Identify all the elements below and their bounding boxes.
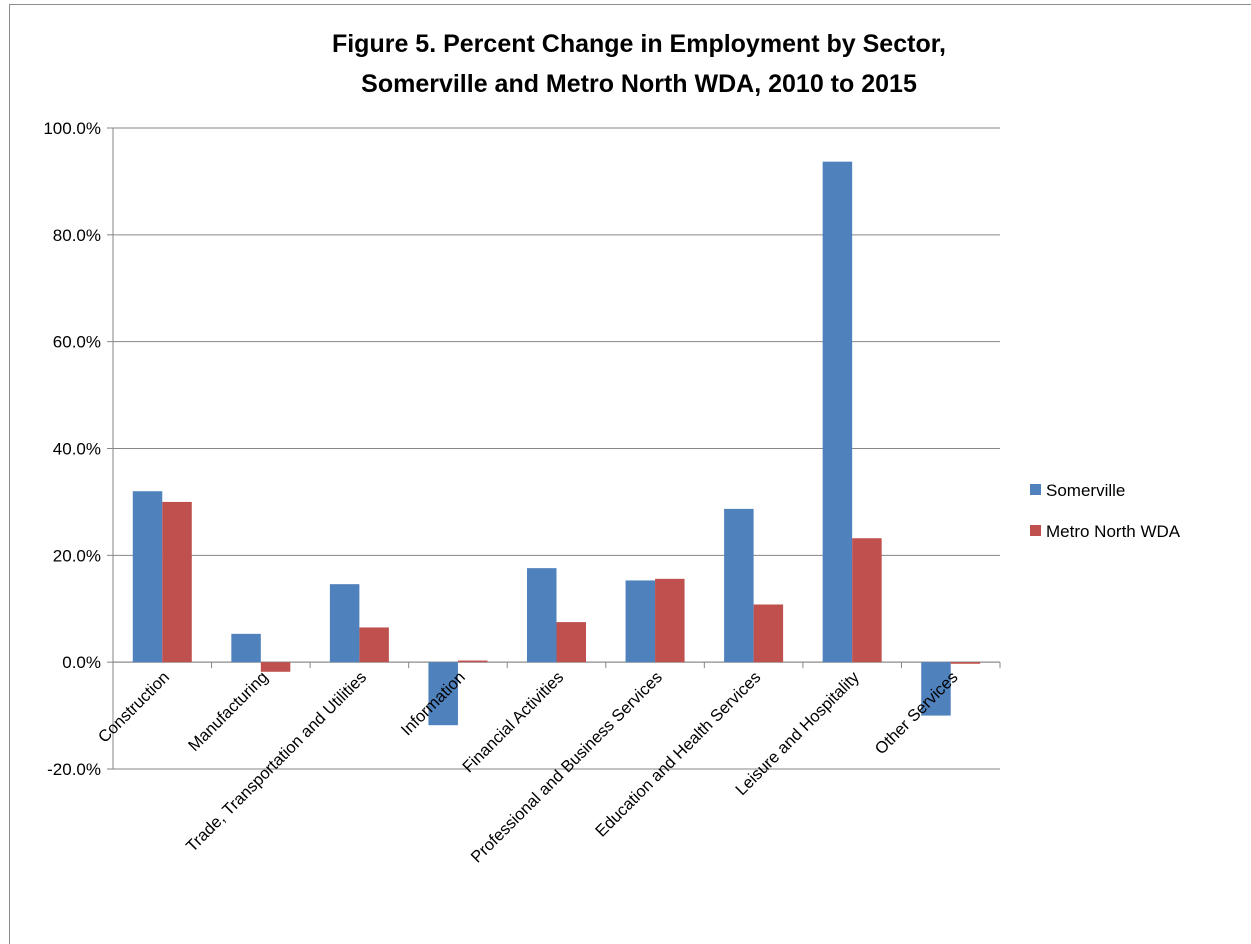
- x-category-label: Professional and Business Services: [468, 668, 666, 866]
- chart-title-line-2: Somerville and Metro North WDA, 2010 to …: [361, 70, 917, 98]
- bar-somerville: [527, 568, 557, 663]
- bar-somerville: [428, 662, 458, 726]
- bar-metro-north-wda: [753, 604, 784, 663]
- bar-metro-north-wda: [655, 578, 685, 663]
- x-category-label: Education and Health Services: [592, 668, 764, 840]
- y-tick-label: -20.0%: [47, 760, 101, 779]
- bar-metro-north-wda: [457, 660, 488, 663]
- x-category-label: Financial Activities: [459, 668, 567, 776]
- bar-somerville: [724, 508, 754, 663]
- bar-metro-north-wda: [556, 622, 586, 663]
- bar-metro-north-wda: [162, 501, 192, 663]
- legend: Somerville Metro North WDA: [1030, 481, 1181, 541]
- bar-somerville: [822, 161, 853, 663]
- legend-label: Somerville: [1046, 481, 1125, 500]
- bar-metro-north-wda: [950, 662, 981, 664]
- bar-somerville: [231, 633, 261, 663]
- chart-title-line-1: Figure 5. Percent Change in Employment b…: [332, 30, 946, 58]
- y-tick-label: 100.0%: [43, 119, 101, 138]
- chart-frame: [9, 4, 1251, 944]
- y-tick-label: 0.0%: [62, 653, 101, 672]
- y-tick-label: 40.0%: [53, 440, 101, 459]
- bars: [132, 161, 981, 726]
- legend-label: Metro North WDA: [1046, 522, 1181, 541]
- bar-somerville: [921, 662, 951, 716]
- x-category-label: Manufacturing: [185, 668, 272, 755]
- bar-metro-north-wda: [359, 627, 389, 663]
- x-category-label: Construction: [95, 668, 173, 746]
- bar-metro-north-wda: [260, 662, 291, 672]
- y-tick-label: 60.0%: [53, 333, 101, 352]
- bar-somerville: [132, 491, 163, 663]
- bar-somerville: [329, 584, 360, 663]
- bar-metro-north-wda: [852, 538, 882, 663]
- bar-somerville: [625, 580, 656, 663]
- legend-swatch: [1030, 525, 1041, 536]
- y-tick-label: 80.0%: [53, 226, 101, 245]
- y-axis-ticks: -20.0% 0.0% 20.0% 40.0% 60.0% 80.0% 100.0%: [43, 119, 101, 779]
- y-tick-label: 20.0%: [53, 546, 101, 565]
- x-category-label: Trade, Transportation and Utilities: [183, 668, 370, 855]
- legend-swatch: [1030, 484, 1041, 495]
